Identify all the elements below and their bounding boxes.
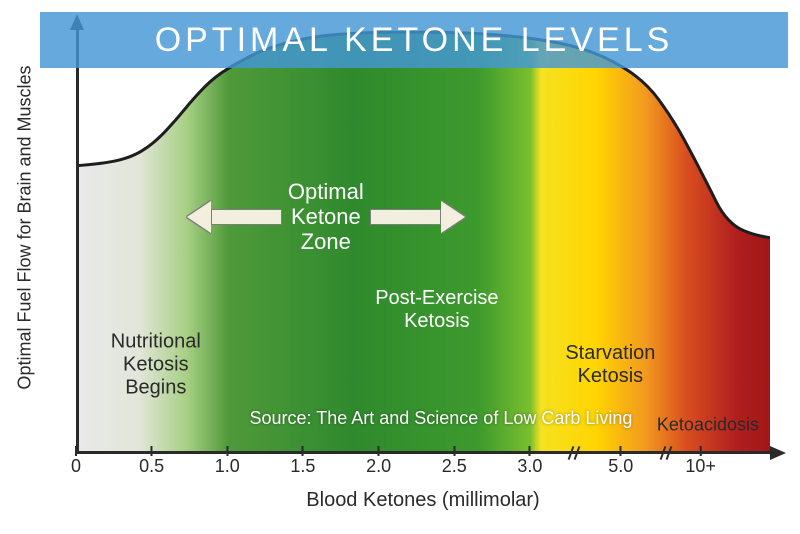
plot-area: NutritionalKetosisBegins OptimalKetoneZo… bbox=[76, 30, 770, 454]
tick-mark bbox=[75, 446, 77, 456]
zone-line: Begins bbox=[111, 376, 201, 399]
x-axis-label-text: Blood Ketones (millimolar) bbox=[306, 489, 539, 511]
tick-mark bbox=[151, 446, 153, 456]
arrow-bar-right bbox=[370, 209, 441, 225]
zone-line: Ketosis bbox=[111, 353, 201, 376]
zone-starvation: StarvationKetosis bbox=[565, 342, 655, 388]
x-tick-label: 0 bbox=[71, 456, 81, 476]
x-tick: 10+ bbox=[685, 456, 716, 477]
x-tick-label: 2.5 bbox=[442, 456, 467, 476]
x-tick-label: 1.0 bbox=[215, 456, 240, 476]
zone-line: Ketosis bbox=[565, 365, 655, 388]
y-axis-label-text: Optimal Fuel Flow for Brain and Muscles bbox=[15, 65, 36, 389]
zone-line: Ketosis bbox=[375, 310, 498, 333]
x-tick: 1.5 bbox=[290, 456, 315, 477]
x-ticks: 00.51.01.52.02.53.05.010+ bbox=[76, 456, 770, 480]
x-axis-line bbox=[76, 451, 770, 454]
x-tick-label: 2.0 bbox=[366, 456, 391, 476]
chart-frame: Optimal Fuel Flow for Brain and Muscles … bbox=[0, 0, 800, 534]
tick-mark bbox=[529, 446, 531, 456]
tick-mark bbox=[378, 446, 380, 456]
zone-ketoacidosis: Ketoacidosis bbox=[657, 414, 759, 435]
x-axis-label: Blood Ketones (millimolar) bbox=[76, 489, 770, 512]
x-tick: 0.5 bbox=[139, 456, 164, 477]
source-text: Source: The Art and Science of Low Carb … bbox=[250, 408, 633, 428]
x-tick: 2.0 bbox=[366, 456, 391, 477]
zone-post-exercise: Post-ExerciseKetosis bbox=[375, 287, 498, 333]
zone-line: Ketoacidosis bbox=[657, 414, 759, 435]
arrow-right-icon bbox=[441, 201, 465, 233]
title-banner: OPTIMAL KETONE LEVELS bbox=[40, 12, 788, 68]
title-text: OPTIMAL KETONE LEVELS bbox=[155, 21, 674, 60]
x-tick: 5.0 bbox=[608, 456, 633, 477]
x-tick-label: 10+ bbox=[685, 456, 716, 476]
zone-line: Ketone bbox=[288, 204, 364, 229]
tick-mark bbox=[453, 446, 455, 456]
zone-nutritional: NutritionalKetosisBegins bbox=[111, 330, 201, 399]
arrow-left-icon bbox=[187, 201, 211, 233]
source-citation: Source: The Art and Science of Low Carb … bbox=[250, 408, 633, 429]
x-tick: 0 bbox=[71, 456, 81, 477]
x-tick: 1.0 bbox=[215, 456, 240, 477]
zone-line: Zone bbox=[288, 229, 364, 254]
arrow-bar-left bbox=[211, 209, 282, 225]
zone-line: Post-Exercise bbox=[375, 287, 498, 310]
x-tick-label: 5.0 bbox=[608, 456, 633, 476]
zone-line: Optimal bbox=[288, 179, 364, 204]
x-tick: 3.0 bbox=[517, 456, 542, 477]
zone-optimal: OptimalKetoneZone bbox=[288, 179, 364, 255]
y-axis-label: Optimal Fuel Flow for Brain and Muscles bbox=[0, 0, 50, 454]
y-axis-line bbox=[76, 30, 79, 454]
tick-mark bbox=[302, 446, 304, 456]
x-tick-label: 0.5 bbox=[139, 456, 164, 476]
zone-line: Starvation bbox=[565, 342, 655, 365]
tick-mark bbox=[700, 446, 702, 456]
x-tick-label: 1.5 bbox=[290, 456, 315, 476]
tick-mark bbox=[226, 446, 228, 456]
x-tick: 2.5 bbox=[442, 456, 467, 477]
tick-mark bbox=[620, 446, 622, 456]
x-tick-label: 3.0 bbox=[517, 456, 542, 476]
zone-line: Nutritional bbox=[111, 330, 201, 353]
x-axis-arrow-icon bbox=[770, 446, 786, 460]
